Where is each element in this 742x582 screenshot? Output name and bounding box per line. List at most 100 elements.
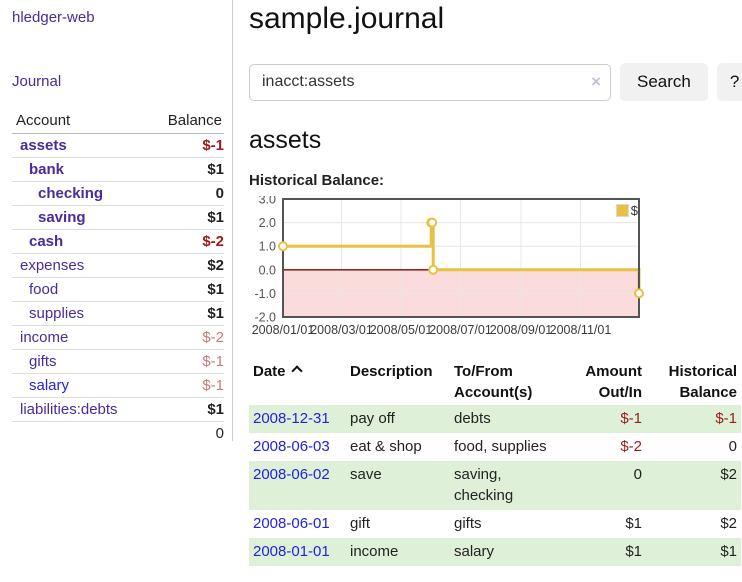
date-cell: 2008-12-31 [249, 405, 346, 433]
y-axis-labels: 3.0 2.0 1.0 0.0 -1.0 -2.0 [254, 193, 276, 325]
sidebar-account-link[interactable]: food [29, 280, 59, 298]
amount-cell: $-2 [620, 437, 642, 455]
date-cell: 2008-01-01 [249, 538, 346, 566]
accounts-table-body: assets $-1 bank $1 checking 0 saving $1 cash $-2 e… [12, 133, 224, 422]
register-row: 2008-01-01 income salary $1 $1 [249, 537, 741, 566]
sidebar-account-link[interactable]: checking [38, 184, 104, 202]
search-form: × Search ? [249, 63, 742, 101]
balance-column-header: Balance [154, 109, 224, 134]
transaction-date-link[interactable]: 2008-12-31 [253, 410, 330, 427]
column-header-label: Description [350, 363, 433, 380]
account-name-cell: gifts [12, 349, 154, 374]
app-window: hledger-web Journal Account Balance asse… [0, 0, 742, 566]
svg-text:0.0: 0.0 [259, 263, 276, 277]
account-name-cell: income [12, 325, 154, 350]
svg-text:2008/11/01: 2008/11/01 [550, 323, 612, 337]
account-name-cell: checking [12, 181, 154, 206]
chart-title: Historical Balance: [249, 172, 385, 189]
column-header-description: Description [346, 359, 450, 405]
main-content: sample.journal × Search ? assets Histori… [233, 0, 742, 566]
date-cell: 2008-06-02 [249, 461, 346, 511]
transaction-date-link[interactable]: 2008-01-01 [253, 542, 330, 560]
sidebar-account-link[interactable]: supplies [29, 304, 85, 322]
column-header-label: Balance [679, 384, 737, 401]
account-name-cell: assets [12, 133, 154, 158]
column-header-tofrom: To/From Account(s) [450, 359, 564, 405]
svg-text:2008/03/01: 2008/03/01 [310, 323, 373, 337]
brand-link[interactable]: hledger-web [12, 9, 95, 26]
account-row: gifts $-1 [12, 349, 224, 374]
transaction-date-link[interactable]: 2008-06-01 [253, 515, 330, 532]
transaction-date-link[interactable]: 2008-06-02 [253, 465, 330, 483]
accounts-total-value: 0 [154, 421, 224, 445]
column-header-label: Date [253, 361, 342, 382]
account-name-cell: expenses [12, 253, 154, 278]
amount-cell: 0 [633, 465, 642, 483]
register-row: 2008-06-03 eat & shop food, supplies $-2 0 [249, 433, 741, 461]
register-row: 2008-12-31 pay off debts $-1 $-1 [249, 405, 741, 433]
account-balance: $-2 [154, 229, 224, 254]
sidebar: hledger-web Journal Account Balance asse… [0, 0, 233, 566]
column-header-label: To/From [454, 363, 513, 380]
account-balance: $1 [154, 277, 224, 302]
legend-label: $ [630, 203, 638, 218]
account-balance: $-1 [154, 373, 224, 398]
account-balance: $1 [154, 397, 224, 422]
account-balance: $1 [154, 157, 224, 182]
svg-text:-2.0: -2.0 [254, 311, 276, 325]
account-row: expenses $2 [12, 253, 224, 278]
accounts-total-row: 0 [12, 421, 224, 445]
account-name-cell: food [12, 277, 154, 302]
description-cell: income [350, 542, 399, 560]
transaction-date-link[interactable]: 2008-06-03 [253, 437, 330, 455]
svg-text:2.0: 2.0 [259, 216, 276, 230]
sidebar-account-link[interactable]: income [20, 328, 69, 346]
account-row: income $-2 [12, 325, 224, 350]
sidebar-account-link[interactable]: salary [29, 376, 70, 394]
sidebar-account-link[interactable]: gifts [29, 352, 57, 370]
accounts-table: Account Balance assets $-1 bank $1 checking 0… [12, 109, 224, 445]
plot-border [282, 198, 640, 318]
description-cell: gift [350, 515, 371, 532]
sidebar-account-link[interactable]: bank [29, 160, 65, 178]
sort-asc-icon [290, 365, 303, 377]
account-row: cash $-2 [12, 229, 224, 254]
account-name-cell: liabilities:debts [12, 397, 154, 422]
clear-search-icon[interactable]: × [591, 71, 601, 91]
account-row: bank $1 [12, 157, 224, 182]
amount-cell: $1 [625, 542, 642, 560]
svg-text:2008/05/01: 2008/05/01 [370, 323, 433, 337]
chart-legend: $ [615, 203, 638, 218]
search-input[interactable] [249, 63, 611, 101]
sidebar-account-link[interactable]: assets [20, 136, 67, 154]
sidebar-account-link[interactable]: expenses [20, 256, 85, 274]
register-row: 2008-06-02 save saving, checking 0 $2 [249, 460, 741, 511]
sidebar-account-link[interactable]: liabilities:debts [20, 400, 118, 418]
account-balance: $1 [154, 205, 224, 230]
description-cell: pay off [350, 410, 395, 427]
account-row: checking 0 [12, 181, 224, 206]
description-cell: save [350, 465, 382, 483]
column-header-label: Out/In [598, 384, 642, 401]
svg-text:1.0: 1.0 [259, 240, 276, 254]
help-button[interactable]: ? [716, 63, 742, 101]
sidebar-account-link[interactable]: saving [38, 208, 86, 226]
account-balance: $-1 [154, 133, 224, 158]
sidebar-item-journal[interactable]: Journal [12, 73, 62, 90]
historical-balance-chart: 3.0 2.0 1.0 0.0 -1.0 -2.0 2008/01/01 2008/03/01… [249, 193, 651, 344]
account-name-cell: saving [12, 205, 154, 230]
total-spacer [12, 421, 154, 445]
legend-swatch-icon [615, 204, 629, 217]
account-row: assets $-1 [12, 133, 224, 158]
column-header-date[interactable]: Date [249, 359, 346, 405]
description-cell: eat & shop [350, 437, 422, 455]
sidebar-account-link[interactable]: cash [29, 232, 64, 250]
balance-cell: 0 [728, 437, 737, 455]
data-point-markers [278, 217, 644, 299]
accounts-cell: salary [454, 542, 495, 560]
accounts-cell: debts [454, 410, 491, 427]
account-balance: 0 [154, 181, 224, 206]
search-button[interactable]: Search [620, 63, 708, 101]
register-row: 2008-06-01 gift gifts $1 $2 [249, 510, 741, 538]
account-column-header: Account [12, 109, 154, 134]
